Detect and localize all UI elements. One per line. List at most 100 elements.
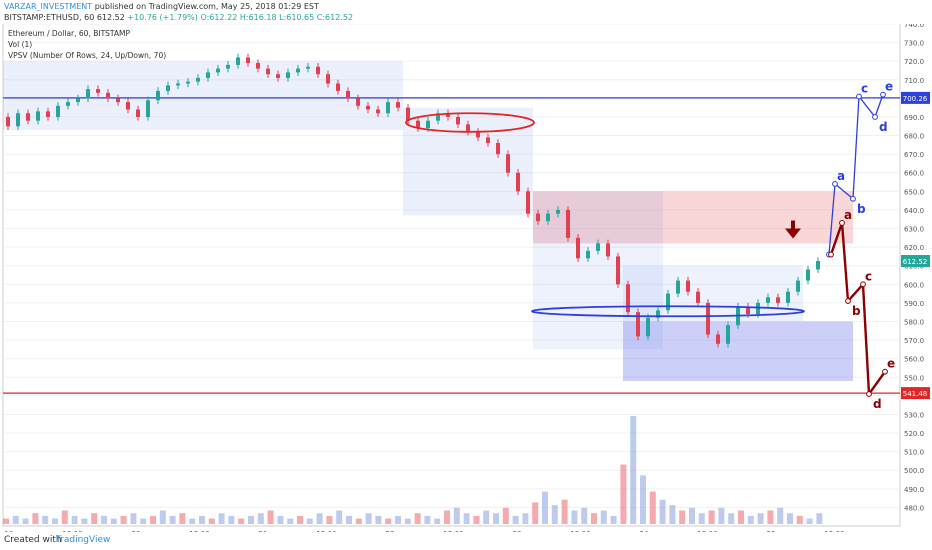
candle-body [26,113,30,121]
price-tick: 530.0 [904,411,924,419]
price-chart[interactable]: 480.0490.0500.0510.0520.0530.0540.0550.0… [0,24,932,532]
range-box [3,61,403,130]
candle-body [776,297,780,303]
candle-body [36,111,40,121]
volume-bar [738,510,744,524]
volume-bar [473,515,480,524]
tradingview-logo[interactable]: TradingView [56,535,111,545]
candle-body [266,68,270,75]
wave-red [829,222,886,398]
wave-label: a [837,169,845,183]
publish-line: VARZAR_INVESTMENT published on TradingVi… [4,2,319,11]
time-tick: 12:00 [697,530,717,532]
wave-label: c [861,82,868,96]
range-box [533,191,663,244]
wave-node [860,281,866,288]
volume-bar [669,505,676,524]
candle-body [396,102,400,108]
candle-body [766,297,770,303]
publish-text: published on TradingView.com, May 25, 20… [94,2,319,11]
candle-body [56,105,60,117]
candle-body [86,89,90,99]
volume-bar [757,513,764,524]
volume-bar [110,518,117,524]
volume-bar [101,515,107,524]
candle-body [796,280,800,292]
volume-bar [463,513,470,524]
candle-body [176,83,180,86]
wave-node [850,195,856,202]
candle-body [586,250,590,259]
candle-body [656,310,660,318]
candle-body [436,113,440,121]
price-label [901,91,930,104]
volume-bar [375,515,382,524]
candle-body [216,68,220,73]
volume-bar [316,513,323,524]
candle-body [146,100,150,117]
candle-body [136,109,140,117]
time-tick: 12:00 [824,530,844,532]
candle-body [206,72,210,78]
volume-bar [238,518,245,524]
volume-bar [767,510,774,524]
price-tick: 590.0 [904,300,924,308]
ellipse-marker [531,305,805,318]
candle-body [716,334,720,344]
volume-bar [787,513,793,524]
candle-body [636,312,640,337]
price-change: +10.76 (+1.79%) [127,13,198,22]
candle-body [156,90,160,101]
chart-header: VARZAR_INVESTMENT published on TradingVi… [0,0,932,24]
candle-body [286,72,290,78]
volume-bar [355,518,362,524]
volume-bar [600,510,607,524]
volume-bar [718,507,725,524]
volume-bar [3,518,9,524]
volume-bar [130,513,137,524]
candle-body [626,284,630,313]
volume-bar [610,515,617,524]
candle-body [806,269,810,281]
time-tick: 24 [640,530,649,532]
candle-body [6,116,10,127]
candle-body [66,102,70,106]
price-tick: 490.0 [904,486,924,494]
price-tick: 570.0 [904,337,924,345]
time-tick: 12:00 [62,530,82,532]
price-label [901,387,930,400]
candle-body [476,131,480,138]
volume-bar [522,513,529,524]
price-tick: 630.0 [904,226,924,234]
price-tick: 560.0 [904,356,924,364]
candle-body [196,77,200,82]
candle-body [526,191,530,214]
volume-bar [306,518,313,524]
last-price: 612.52 [96,13,125,22]
candle-body [536,213,540,222]
volume-bar [689,507,695,524]
candle-body [546,213,550,222]
candle-body [166,85,170,91]
volume-bar [42,515,49,524]
price-tick: 730.0 [904,40,924,48]
wave-node [872,114,878,120]
volume-bar [81,518,88,524]
time-tick: 12:00 [443,530,463,532]
volume-bar [297,515,303,524]
volume-bar [22,518,29,524]
candle-body [506,154,510,173]
volume-bar [679,510,686,524]
volume-bar [120,515,127,524]
wave-node [880,91,886,98]
candle-body [426,120,430,129]
wave-node [839,220,845,226]
volume-bar [179,513,186,524]
candle-body [556,209,560,214]
volume-bar [32,513,39,524]
author-link[interactable]: VARZAR_INVESTMENT [4,2,93,11]
volume-bar [796,515,803,524]
price-tick: 740.0 [904,24,924,29]
volume-bar [150,515,156,524]
ellipse-marker [405,112,535,133]
